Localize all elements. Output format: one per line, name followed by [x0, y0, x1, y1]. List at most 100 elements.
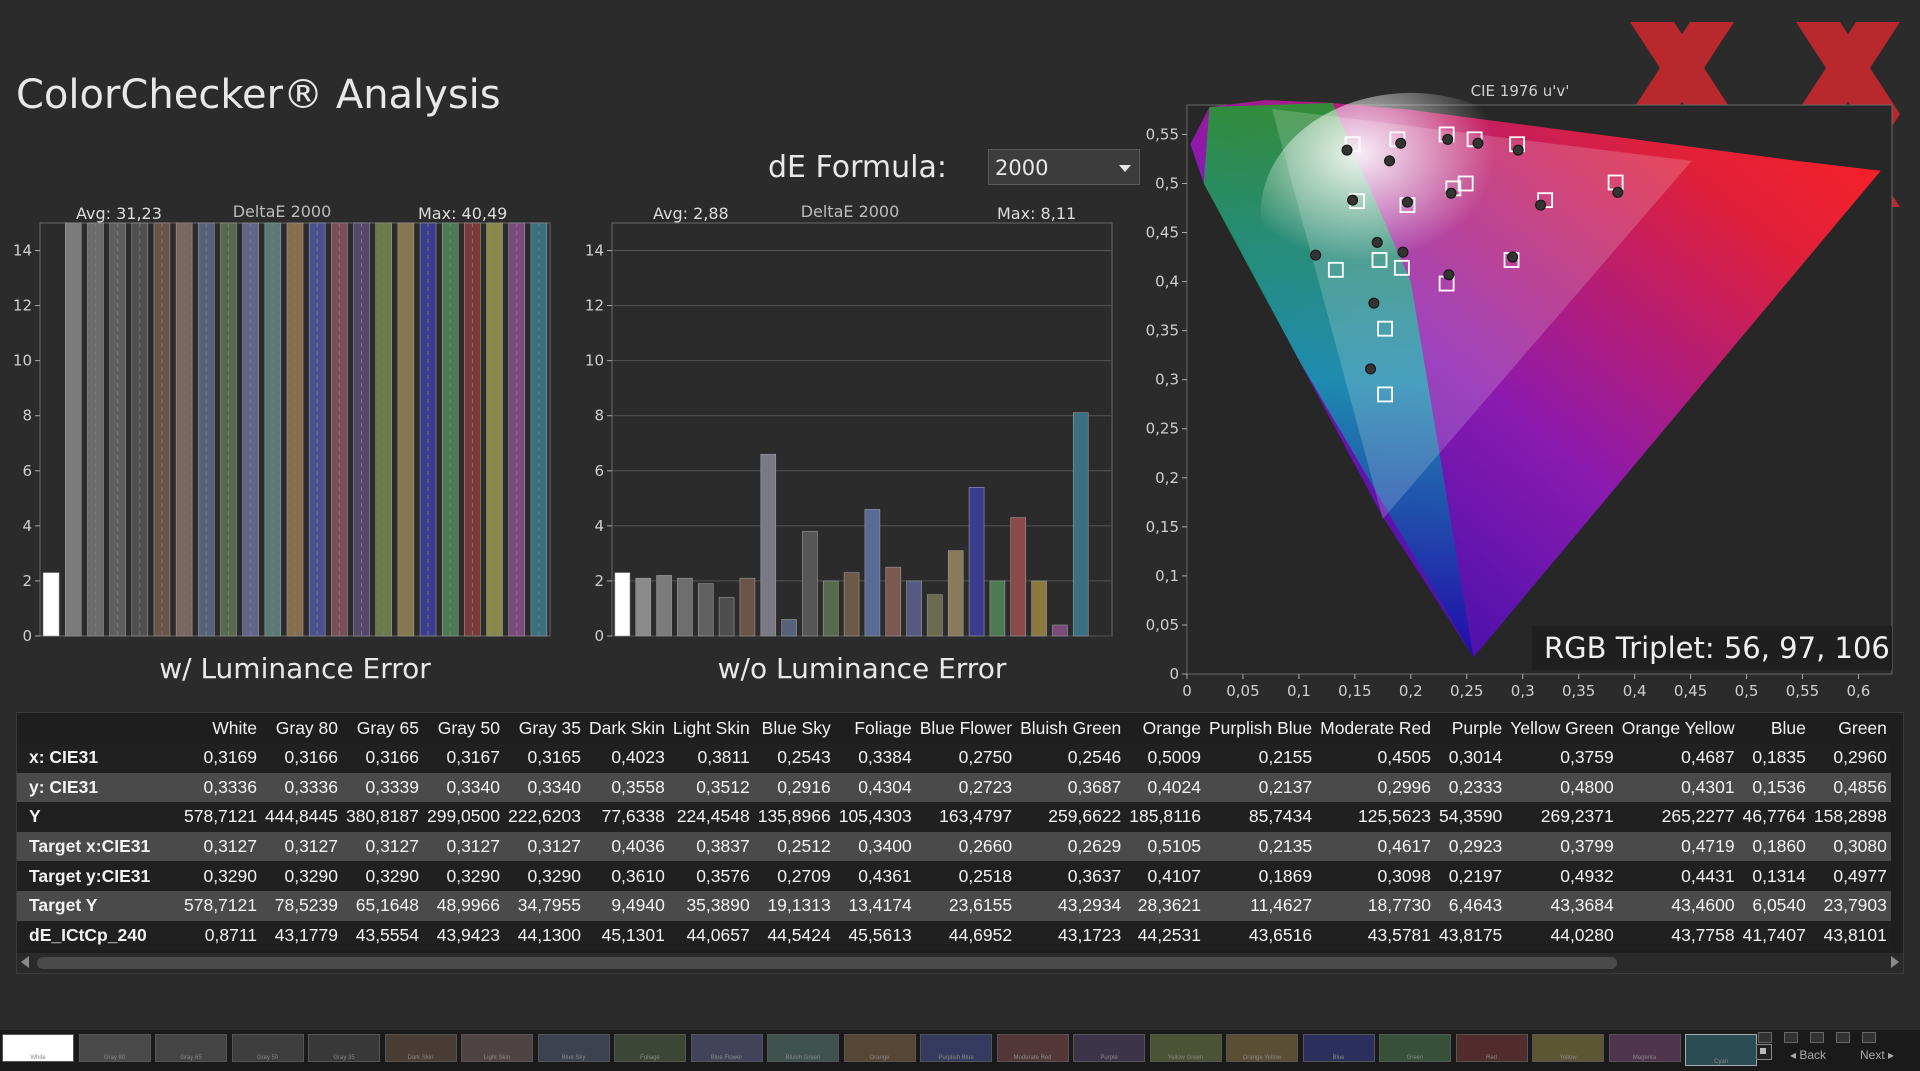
swatch-label: Gray 80 — [103, 1055, 126, 1061]
table-horizontal-scrollbar[interactable] — [17, 953, 1903, 973]
bar-yellow — [486, 222, 503, 637]
row-label: y: CIE31 — [17, 772, 180, 803]
swatch-green[interactable]: Green — [1379, 1034, 1451, 1062]
de-formula-select[interactable]: 2000 — [988, 149, 1140, 185]
x-tick-label: 0,35 — [1562, 682, 1595, 700]
swatch-dark-skin[interactable]: Dark Skin — [384, 1034, 457, 1062]
swatch-orange[interactable]: Orange — [843, 1034, 916, 1062]
swatch-gray-80[interactable]: Gray 80 — [78, 1034, 151, 1062]
target-marker — [1371, 252, 1388, 268]
table-row: Y 578,7121 444,8445 380,8187 299,0500 222,620… — [17, 802, 1891, 832]
target-marker — [1377, 320, 1393, 337]
swatch-yellow-green[interactable]: Yellow Green — [1149, 1034, 1222, 1062]
swatch-cyan[interactable]: Cyan — [1685, 1034, 1757, 1066]
table-cell: 0,3080 — [1809, 831, 1891, 862]
swatch-blue-sky[interactable]: Blue Sky — [537, 1034, 610, 1062]
swatch-yellow[interactable]: Yellow — [1532, 1034, 1604, 1062]
table-cell: 35,3890 — [668, 890, 754, 921]
table-cell: 77,6338 — [585, 802, 669, 832]
swatch-label: Cyan — [1713, 1059, 1728, 1065]
swatch-foliage[interactable]: Foliage — [614, 1034, 686, 1062]
swatch-label: Dark Skin — [407, 1055, 434, 1061]
table-cell: 0,4301 — [1617, 772, 1739, 803]
table-cell: 0,3558 — [585, 772, 669, 803]
column-header: Green — [1838, 717, 1887, 738]
de-formula-label: dE Formula: — [768, 150, 947, 185]
swatch-blue-flower[interactable]: Blue Flower — [690, 1034, 763, 1062]
table-cell: 43,7758 — [1617, 920, 1739, 951]
column-header: White — [212, 717, 257, 738]
swatch-gray-35[interactable]: Gray 35 — [308, 1034, 380, 1062]
table-cell: 0,2660 — [915, 831, 1017, 862]
swatch-gray-65[interactable]: Gray 65 — [155, 1034, 227, 1062]
swatch-label: Gray 65 — [180, 1055, 202, 1061]
stop-icon[interactable] — [1756, 1044, 1772, 1060]
bar-gray-20 — [718, 597, 735, 637]
swatch-blue[interactable]: Blue — [1302, 1034, 1375, 1062]
scroll-right-arrow-icon[interactable] — [1891, 956, 1899, 968]
table-cell: 0,2923 — [1435, 831, 1507, 862]
table-cell: 444,8445 — [261, 802, 342, 832]
table-cell: 23,6155 — [915, 890, 1017, 921]
play-icon[interactable] — [1810, 1032, 1824, 1043]
column-header: Blue Sky — [761, 717, 831, 738]
bar-orange — [286, 222, 304, 637]
table-cell: 0,4431 — [1617, 861, 1739, 891]
table-cell: 0,4719 — [1617, 831, 1739, 862]
y-tick-label: 0,25 — [1146, 420, 1179, 438]
measured-marker — [1612, 186, 1624, 198]
bar-white — [614, 572, 631, 637]
scroll-thumb[interactable] — [37, 957, 1617, 969]
swatch-moderate-red[interactable]: Moderate Red — [996, 1034, 1069, 1062]
scroll-left-arrow-icon[interactable] — [21, 956, 29, 968]
swatch-label: Light Skin — [483, 1055, 511, 1061]
back-button[interactable]: ◂ Back — [1790, 1042, 1826, 1068]
table-cell: 0,4304 — [834, 772, 916, 803]
swatch-label: Magenta — [1632, 1055, 1657, 1061]
rewind-icon[interactable] — [1784, 1032, 1798, 1043]
swatch-light-skin[interactable]: Light Skin — [461, 1034, 533, 1062]
swatch-white[interactable]: White — [2, 1034, 74, 1062]
chart1-caption: w/ Luminance Error — [159, 652, 431, 685]
swatch-red[interactable]: Red — [1455, 1034, 1528, 1062]
y-tick-label: 0,4 — [1155, 273, 1179, 291]
table-cell: 85,7434 — [1205, 802, 1317, 832]
table-cell: 0,4977 — [1809, 861, 1891, 891]
record-icon[interactable] — [1836, 1032, 1850, 1043]
y-tick-label: 0,2 — [1155, 469, 1179, 487]
bar-white — [42, 572, 60, 637]
table-cell: 125,5623 — [1316, 802, 1436, 832]
pause-icon[interactable] — [1758, 1032, 1772, 1043]
measured-marker — [1401, 196, 1413, 208]
swatch-label: Moderate Red — [1013, 1055, 1052, 1061]
swatch-label: Yellow — [1559, 1055, 1577, 1061]
column-header: Gray 80 — [275, 717, 338, 738]
table-cell: 18,7730 — [1316, 890, 1436, 921]
table-cell: 0,3384 — [834, 743, 916, 773]
y-tick-label: 6 — [22, 462, 32, 480]
x-tick-label: 0,4 — [1623, 682, 1647, 700]
table-cell: 0,4036 — [585, 831, 669, 862]
table-cell: 0,2512 — [753, 831, 835, 862]
target-marker — [1377, 386, 1393, 403]
table-cell: 578,7121 — [180, 802, 261, 832]
bar-purple — [927, 594, 943, 637]
swatch-magenta[interactable]: Magenta — [1608, 1034, 1681, 1062]
column-header: Orange — [1142, 717, 1201, 738]
table-cell: 0,4361 — [834, 861, 916, 891]
target-marker — [1393, 259, 1410, 276]
bar-gray-50 — [677, 577, 693, 637]
next-button[interactable]: Next ▸ — [1860, 1042, 1894, 1068]
table-cell: 0,3759 — [1506, 743, 1618, 773]
table-cell: 0,3098 — [1316, 861, 1436, 891]
swatch-orange-yellow[interactable]: Orange Yellow — [1226, 1034, 1298, 1062]
swatch-bluish-green[interactable]: Bluish Green — [767, 1034, 839, 1062]
bar-dark-skin — [153, 222, 171, 637]
swatch-gray-50[interactable]: Gray 50 — [231, 1034, 304, 1062]
swatch-purple[interactable]: Purple — [1073, 1034, 1145, 1062]
row-label: x: CIE31 — [17, 743, 180, 773]
table-cell: 0,3127 — [423, 831, 504, 862]
swatch-purplish-blue[interactable]: Purplish Blue — [920, 1034, 992, 1062]
forward-icon[interactable] — [1862, 1032, 1876, 1043]
table-cell: 44,1300 — [504, 920, 585, 951]
